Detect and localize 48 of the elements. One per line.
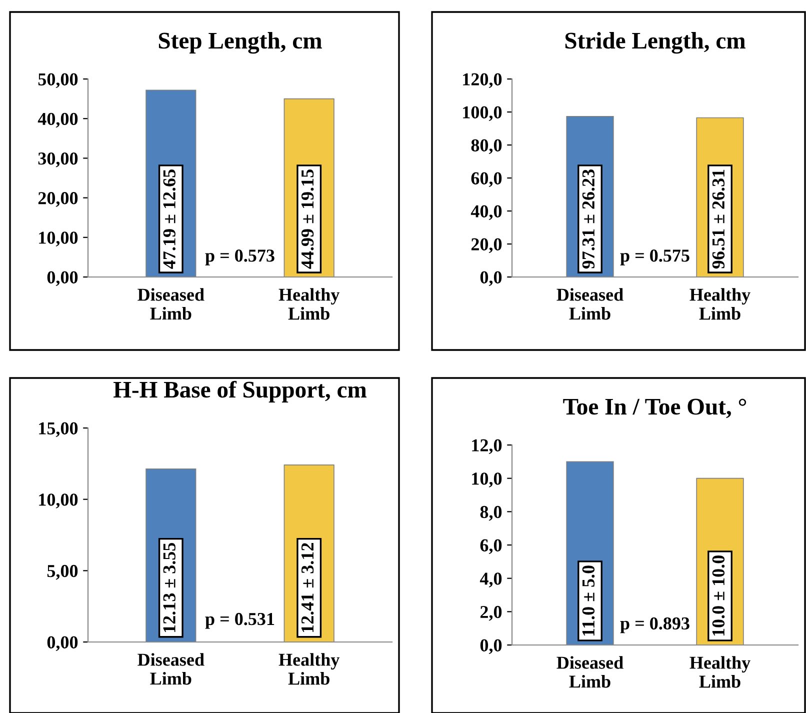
y-tick-label: 15,00	[39, 422, 78, 438]
x-tick-label: Healthy Limb	[690, 656, 750, 688]
chart-title: Toe In / Toe Out, °	[563, 398, 746, 418]
x-tick-label: Diseased Limb	[138, 288, 204, 320]
y-tick-label: 5,00	[47, 564, 78, 580]
data-label: 97.31 ± 26.23	[582, 170, 595, 269]
x-tick-label: Healthy Limb	[690, 288, 750, 320]
y-tick-label: 60,0	[471, 172, 502, 188]
y-tick-label: 50,00	[38, 73, 78, 88]
y-tick-label: 0,00	[47, 271, 78, 286]
y-tick-label: 2,0	[480, 606, 502, 621]
y-tick-label: 6,0	[480, 539, 502, 554]
y-tick-label: 10,0	[472, 472, 502, 488]
annotation: p = 0.573	[205, 250, 274, 266]
y-tick-label: 0,00	[47, 636, 78, 652]
chart-title: Step Length, cm	[158, 32, 322, 54]
x-tick-label: Diseased Limb	[556, 656, 624, 688]
data-label: 96.51 ± 26.31	[712, 170, 725, 269]
data-label: 11.0 ± 5.0	[582, 566, 595, 636]
y-tick-label: 12,0	[472, 439, 502, 454]
chart-title: H-H Base of Support, cm	[113, 380, 367, 402]
data-label: 44.99 ± 19.15	[301, 170, 314, 269]
data-label: 10.0 ± 10.0	[712, 556, 725, 636]
y-tick-label: 8,0	[480, 506, 502, 521]
x-tick-label: Diseased Limb	[138, 653, 204, 685]
annotation: p = 0.893	[620, 617, 690, 634]
data-label: 47.19 ± 12.65	[163, 170, 176, 269]
y-tick-label: 40,00	[38, 112, 78, 128]
y-tick-label: 40,0	[470, 205, 502, 220]
y-tick-label: 0,0	[480, 639, 502, 654]
data-label: 12.13 ± 3.55	[163, 542, 176, 632]
y-tick-label: 10,00	[39, 232, 78, 246]
y-tick-label: 30,00	[38, 152, 78, 168]
annotation: p = 0.575	[620, 250, 690, 266]
y-tick-label: 0,0	[480, 271, 502, 286]
y-tick-label: 10,00	[39, 494, 78, 508]
y-tick-label: 20,0	[471, 238, 502, 254]
y-tick-label: 120,0	[463, 73, 502, 88]
y-tick-label: 100,0	[463, 106, 502, 122]
x-tick-label: Healthy Limb	[278, 653, 340, 685]
y-tick-label: 20,00	[38, 192, 78, 207]
y-tick-label: 4,0	[480, 572, 502, 588]
annotation: p = 0.531	[205, 612, 274, 629]
chart-title: Stride Length, cm	[565, 32, 746, 54]
y-tick-label: 80,0	[471, 139, 502, 154]
data-label: 12.41 ± 3.12	[301, 543, 314, 632]
x-tick-label: Healthy Limb	[278, 288, 340, 320]
x-tick-label: Diseased Limb	[556, 288, 624, 320]
